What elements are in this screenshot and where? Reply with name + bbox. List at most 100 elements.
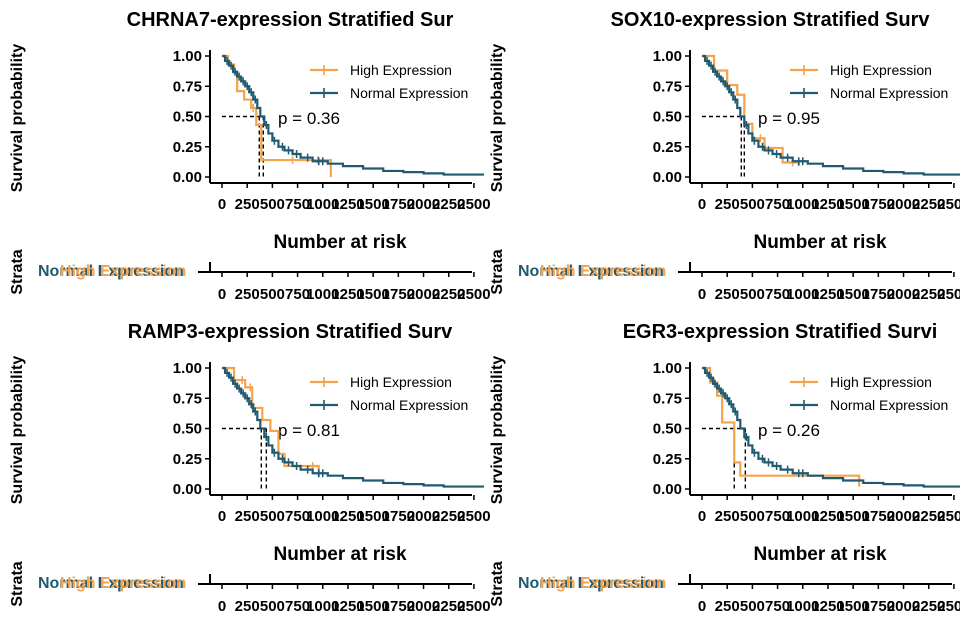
risk-x-tick-label: 0 bbox=[218, 598, 226, 615]
risk-x-tick-label: 1250 bbox=[811, 598, 844, 615]
y-tick-label: 1.00 bbox=[173, 48, 202, 65]
y-tick-label: 0.25 bbox=[173, 139, 202, 156]
risk-x-tick-label: 750 bbox=[765, 598, 790, 615]
censor-mark bbox=[224, 56, 231, 65]
y-tick-label: 0.75 bbox=[653, 390, 682, 407]
censor-mark bbox=[240, 77, 247, 86]
risk-x-tick-label: 2000 bbox=[407, 598, 440, 615]
censor-mark bbox=[304, 153, 311, 162]
censor-mark bbox=[224, 368, 231, 377]
x-tick-label: 2250 bbox=[912, 196, 945, 213]
x-tick-label: 500 bbox=[740, 196, 765, 213]
x-tick-label: 250 bbox=[715, 196, 740, 213]
y-tick-label: 0.25 bbox=[173, 451, 202, 468]
x-tick-label: 750 bbox=[285, 508, 310, 525]
risk-x-tick-label: 750 bbox=[765, 286, 790, 303]
censor-mark bbox=[285, 146, 292, 155]
censor-mark bbox=[293, 150, 300, 159]
y-tick-label: 0.25 bbox=[653, 451, 682, 468]
censor-mark bbox=[732, 95, 739, 104]
censor-mark bbox=[708, 373, 715, 382]
risk-x-tick-label: 250 bbox=[235, 598, 260, 615]
risk-x-tick-label: 2250 bbox=[912, 286, 945, 303]
censor-mark bbox=[799, 157, 806, 166]
x-tick-label: 1250 bbox=[331, 196, 364, 213]
censor-mark bbox=[716, 384, 723, 393]
censor-mark bbox=[271, 448, 278, 457]
risk-x-tick-label: 0 bbox=[698, 286, 706, 303]
x-tick-label: 1500 bbox=[836, 196, 869, 213]
censor-mark bbox=[232, 379, 239, 388]
censor-mark bbox=[252, 95, 259, 104]
y-axis-label: Survival probability bbox=[489, 356, 506, 505]
risk-x-tick-label: 500 bbox=[740, 598, 765, 615]
x-tick-label: 1500 bbox=[356, 508, 389, 525]
y-tick-label: 0.50 bbox=[173, 421, 202, 438]
y-tick-label: 0.50 bbox=[653, 109, 682, 126]
y-axis-label: Survival probability bbox=[489, 44, 506, 193]
x-tick-label: 750 bbox=[285, 196, 310, 213]
y-tick-label: 0.00 bbox=[653, 481, 682, 498]
censor-mark bbox=[724, 394, 731, 403]
x-tick-label: 1250 bbox=[331, 508, 364, 525]
x-tick-label: 1000 bbox=[786, 508, 819, 525]
y-axis-label: Survival probability bbox=[9, 356, 26, 505]
x-tick-label: 2000 bbox=[407, 508, 440, 525]
censor-mark bbox=[319, 469, 326, 478]
censor-mark bbox=[250, 104, 257, 113]
censor-mark bbox=[757, 134, 764, 143]
pvalue-label: p = 0.36 bbox=[278, 109, 340, 128]
risk-x-tick-label: 1000 bbox=[786, 598, 819, 615]
x-tick-label: 2250 bbox=[432, 196, 465, 213]
risk-x-tick-label: 2500 bbox=[937, 598, 960, 615]
legend-high-label: High Expression bbox=[350, 374, 452, 390]
risk-x-tick-label: 2250 bbox=[912, 598, 945, 615]
risk-row-label-normal: Normal Expression bbox=[518, 575, 664, 592]
panel-title: SOX10-expression Stratified Surv bbox=[610, 9, 930, 31]
panel-title: CHRNA7-expression Stratified Sur bbox=[127, 9, 454, 31]
x-tick-label: 2250 bbox=[912, 508, 945, 525]
censor-mark bbox=[751, 136, 758, 145]
panel-chrna7: CHRNA7-expression Stratified Sur Surviva… bbox=[9, 9, 491, 303]
risk-x-tick-label: 1000 bbox=[786, 286, 819, 303]
censor-mark bbox=[248, 88, 255, 97]
x-tick-label: 1000 bbox=[306, 196, 339, 213]
risk-row-label-high: High Expression bbox=[60, 575, 186, 592]
risk-table-title: Number at risk bbox=[753, 544, 886, 565]
risk-x-tick-label: 500 bbox=[260, 286, 285, 303]
y-tick-label: 0.50 bbox=[173, 109, 202, 126]
x-tick-label: 1000 bbox=[786, 196, 819, 213]
risk-table-ylabel: Strata bbox=[489, 561, 506, 606]
panel-title: EGR3-expression Stratified Survi bbox=[623, 321, 938, 343]
risk-x-tick-label: 250 bbox=[715, 286, 740, 303]
risk-row-label-normal: Normal Expression bbox=[38, 575, 184, 592]
x-tick-label: 0 bbox=[698, 196, 706, 213]
risk-table-ylabel: Strata bbox=[9, 249, 26, 294]
censor-mark bbox=[765, 458, 772, 467]
risk-table-ylabel: Strata bbox=[9, 561, 26, 606]
censor-mark bbox=[240, 389, 247, 398]
censor-mark bbox=[728, 400, 735, 409]
risk-x-tick-label: 1500 bbox=[356, 598, 389, 615]
risk-x-tick-label: 1500 bbox=[356, 286, 389, 303]
censor-mark bbox=[239, 376, 246, 385]
panel-title: RAMP3-expression Stratified Surv bbox=[128, 321, 453, 343]
risk-x-tick-label: 250 bbox=[235, 286, 260, 303]
legend-high-label: High Expression bbox=[830, 374, 932, 390]
censor-mark bbox=[244, 82, 251, 91]
censor-mark bbox=[289, 156, 296, 165]
censor-mark bbox=[759, 142, 766, 151]
x-tick-label: 1250 bbox=[811, 508, 844, 525]
censor-mark bbox=[743, 432, 750, 441]
x-tick-label: 1500 bbox=[836, 508, 869, 525]
risk-x-tick-label: 1250 bbox=[811, 286, 844, 303]
x-tick-label: 1750 bbox=[382, 508, 415, 525]
x-tick-label: 2500 bbox=[457, 196, 490, 213]
censor-mark bbox=[252, 407, 259, 416]
y-tick-label: 0.00 bbox=[173, 169, 202, 186]
x-tick-label: 1000 bbox=[306, 508, 339, 525]
y-tick-label: 0.75 bbox=[653, 78, 682, 95]
x-tick-label: 2500 bbox=[937, 196, 960, 213]
